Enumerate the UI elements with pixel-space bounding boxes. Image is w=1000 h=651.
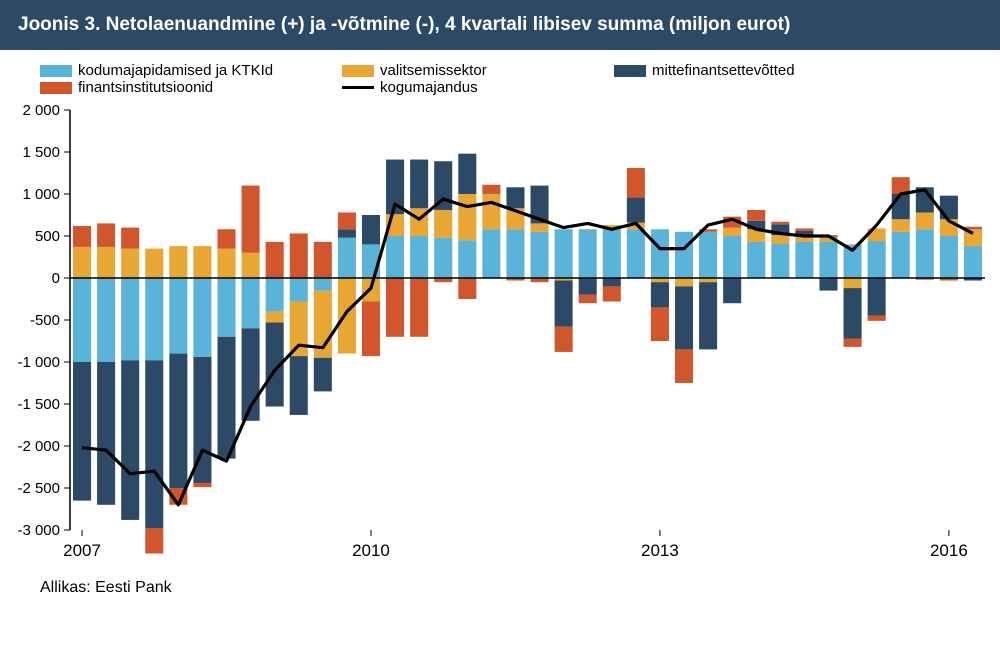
legend-swatch-finants — [40, 82, 72, 94]
legend-label-kodu: kodumajapidamised ja KTKId — [78, 62, 273, 79]
legend-swatch-kodu — [40, 65, 72, 77]
legend-item-finants: finantsinstitutsioonid — [40, 79, 330, 96]
legend-swatch-mitte — [614, 65, 646, 77]
svg-text:1 000: 1 000 — [22, 186, 60, 203]
svg-text:2 000: 2 000 — [22, 102, 60, 119]
legend-item-kogu: kogumajandus — [342, 79, 602, 96]
svg-text:500: 500 — [35, 228, 60, 245]
svg-text:1 500: 1 500 — [22, 144, 60, 161]
legend-label-mitte: mittefinantsettevõtted — [652, 62, 795, 79]
legend-item-valit: valitsemissektor — [342, 62, 602, 79]
svg-text:2013: 2013 — [641, 541, 679, 560]
chart-svg: -3 000 -2 500 -2 000 -1 500 -1 000 -500 0 500 1 … — [0, 100, 1000, 575]
chart-title: Joonis 3. Netolaenuandmine (+) ja -võtmi… — [0, 0, 1000, 50]
source-label: Allikas: Eesti Pank — [0, 575, 1000, 597]
svg-text:-3 000: -3 000 — [17, 522, 60, 539]
legend-item-kodu: kodumajapidamised ja KTKId — [40, 62, 330, 79]
svg-text:2007: 2007 — [63, 541, 101, 560]
svg-text:2010: 2010 — [352, 541, 390, 560]
legend-swatch-line — [342, 86, 374, 89]
svg-text:-500: -500 — [30, 312, 60, 329]
svg-text:-2 000: -2 000 — [17, 438, 60, 455]
svg-text:-2 500: -2 500 — [17, 480, 60, 497]
svg-text:0: 0 — [52, 270, 60, 287]
chart-area: -3 000 -2 500 -2 000 -1 500 -1 000 -500 0 500 1 … — [0, 100, 1000, 575]
svg-text:-1 000: -1 000 — [17, 354, 60, 371]
legend: kodumajapidamised ja KTKId valitsemissek… — [0, 50, 1000, 100]
legend-label-valit: valitsemissektor — [380, 62, 487, 79]
legend-label-kogu: kogumajandus — [380, 79, 478, 96]
svg-text:-1 500: -1 500 — [17, 396, 60, 413]
svg-text:2016: 2016 — [930, 541, 968, 560]
legend-label-finants: finantsinstitutsioonid — [78, 79, 213, 96]
legend-swatch-valit — [342, 65, 374, 77]
legend-item-mitte: mittefinantsettevõtted — [614, 62, 874, 79]
